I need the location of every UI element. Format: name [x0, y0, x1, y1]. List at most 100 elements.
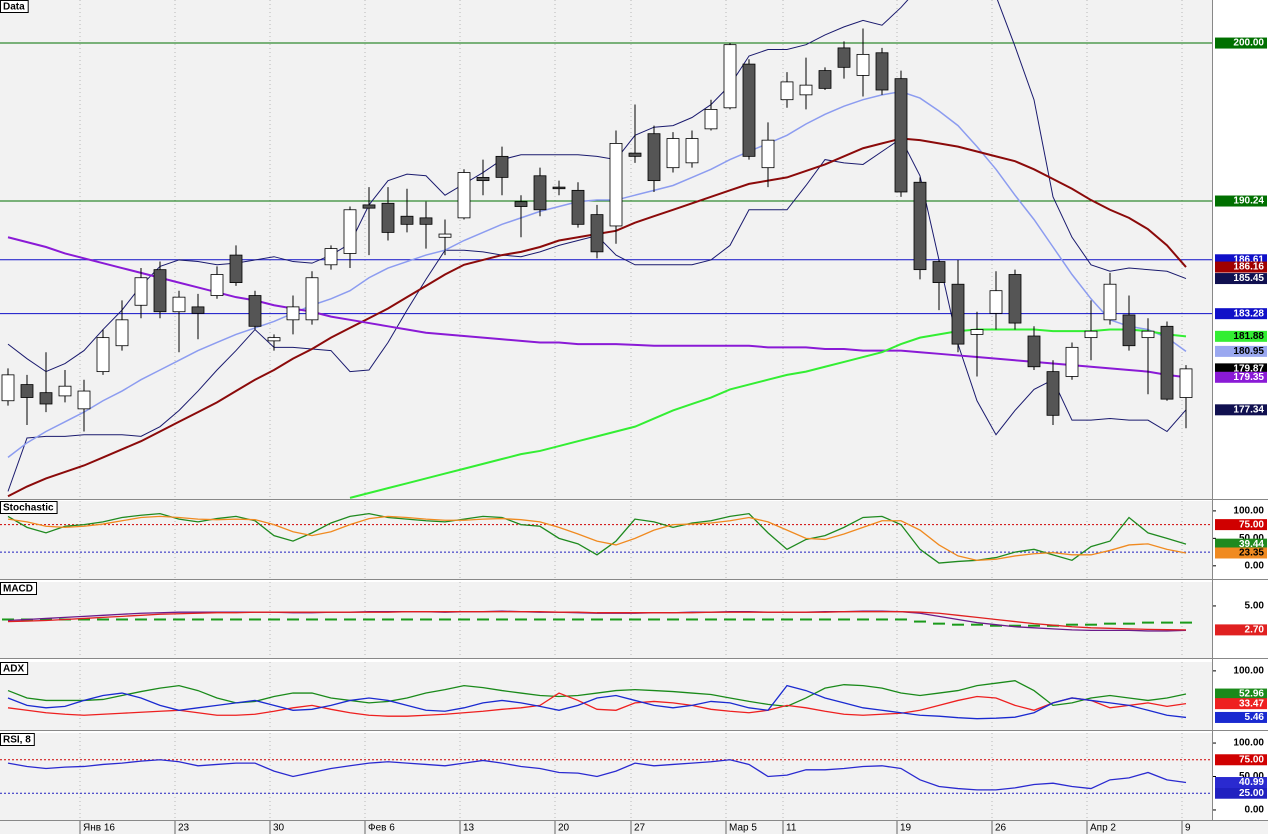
- candle-body: [324, 248, 338, 266]
- indicator-line: [7, 680, 1187, 708]
- candle-body: [647, 133, 661, 182]
- indicator-line: [7, 515, 1187, 561]
- panel-background: [0, 662, 1212, 730]
- candle-body: [1027, 335, 1041, 368]
- panel: [7, 662, 1187, 730]
- candle-body: [818, 70, 832, 89]
- candle-body: [362, 204, 376, 209]
- x-tick-label: 19: [900, 823, 912, 834]
- candle-body: [685, 138, 699, 164]
- overlay-line: [7, 90, 1187, 458]
- panel-title-box: [0, 0, 29, 13]
- candle-body: [970, 329, 984, 335]
- y-tick-label: 50.00: [1239, 533, 1264, 544]
- candle-body: [1179, 368, 1193, 398]
- y-tick-label: 50.00: [1239, 771, 1264, 782]
- panel-background: [0, 0, 1212, 499]
- x-tick-label: Янв 16: [83, 823, 115, 834]
- panel-title: RSI, 8: [3, 735, 31, 746]
- candle-body: [305, 277, 319, 321]
- candle-body: [666, 138, 680, 169]
- level-label: 183.28: [1233, 308, 1264, 319]
- candle-body: [704, 109, 718, 130]
- candle-body: [514, 201, 528, 207]
- panel-title-box: [0, 662, 29, 675]
- candle-body: [913, 181, 927, 271]
- panel: [0, 733, 1212, 820]
- candle-body: [837, 47, 851, 68]
- level-label: 200.00: [1233, 38, 1264, 49]
- y-tick-label: 100.00: [1233, 506, 1264, 517]
- level-label-box: [1215, 787, 1267, 799]
- level-label-box: [1215, 345, 1267, 357]
- overlay-line: [7, 236, 1187, 379]
- candle-body: [894, 78, 908, 193]
- candle-body: [875, 52, 889, 91]
- candle-body: [96, 337, 110, 373]
- x-tick-label: 20: [558, 823, 570, 834]
- candle-body: [153, 269, 167, 313]
- level-label: 23.35: [1239, 548, 1264, 559]
- level-label: 25.00: [1239, 788, 1264, 799]
- candle-body: [267, 337, 281, 342]
- level-label-box: [1215, 254, 1267, 266]
- candle-body: [77, 390, 91, 410]
- level-label: 179.87: [1233, 364, 1264, 375]
- level-label: 39.44: [1239, 539, 1264, 550]
- candle-body: [191, 306, 205, 314]
- candle-body: [210, 274, 224, 296]
- candle-body: [495, 155, 509, 178]
- panel-background: [0, 501, 1212, 579]
- x-tick-label: 9: [1185, 823, 1191, 834]
- x-tick-label: Мар 5: [729, 823, 757, 834]
- level-label: 75.00: [1239, 754, 1264, 765]
- candle-body: [533, 175, 547, 211]
- candle-body: [476, 176, 490, 182]
- candle-body: [1046, 371, 1060, 416]
- x-tick-label: 26: [995, 823, 1007, 834]
- level-label: 177.34: [1233, 404, 1264, 415]
- candle-body: [20, 384, 34, 398]
- candle-body: [742, 63, 756, 157]
- y-tick-label: 100.00: [1233, 738, 1264, 749]
- level-label: 186.61: [1233, 254, 1264, 265]
- level-label-box: [1215, 404, 1267, 416]
- level-label-box: [1215, 698, 1267, 710]
- candle-body: [951, 283, 965, 345]
- candle-body: [134, 277, 148, 306]
- candle-body: [799, 84, 813, 96]
- x-tick-label: 11: [786, 823, 797, 834]
- x-tick-label: Апр 2: [1090, 823, 1116, 834]
- candle-body: [229, 254, 243, 283]
- y-tick-label: 0.00: [1245, 805, 1265, 816]
- level-label-box: [1215, 308, 1267, 320]
- level-label-box: [1215, 711, 1267, 723]
- candle-body: [1, 374, 15, 402]
- candle-body: [381, 202, 395, 233]
- y-tick-label: 100.00: [1233, 666, 1264, 677]
- level-label-box: [1215, 363, 1267, 375]
- indicator-line: [7, 512, 1187, 564]
- x-tick-label: 23: [178, 823, 190, 834]
- candle-body: [1141, 330, 1155, 339]
- x-axis-background: [0, 821, 1268, 834]
- level-label-box: [1215, 538, 1267, 550]
- level-label-box: [1215, 547, 1267, 559]
- level-label: 181.88: [1233, 331, 1264, 342]
- overlay-line: [349, 328, 1187, 499]
- candle-body: [590, 214, 604, 253]
- x-tick-label: 27: [634, 823, 646, 834]
- level-label: 190.24: [1233, 196, 1264, 207]
- candle-body: [457, 172, 471, 219]
- level-label: 75.00: [1239, 519, 1264, 530]
- level-label-box: [1215, 261, 1267, 273]
- x-tick-label: 13: [463, 823, 475, 834]
- candle-body: [856, 53, 870, 76]
- candle-body: [343, 209, 357, 254]
- candle-body: [1103, 283, 1117, 321]
- level-label-box: [1215, 777, 1267, 789]
- candle-body: [780, 81, 794, 101]
- level-label-box: [1215, 754, 1267, 766]
- candle-body: [115, 319, 129, 347]
- candle-body: [58, 385, 72, 397]
